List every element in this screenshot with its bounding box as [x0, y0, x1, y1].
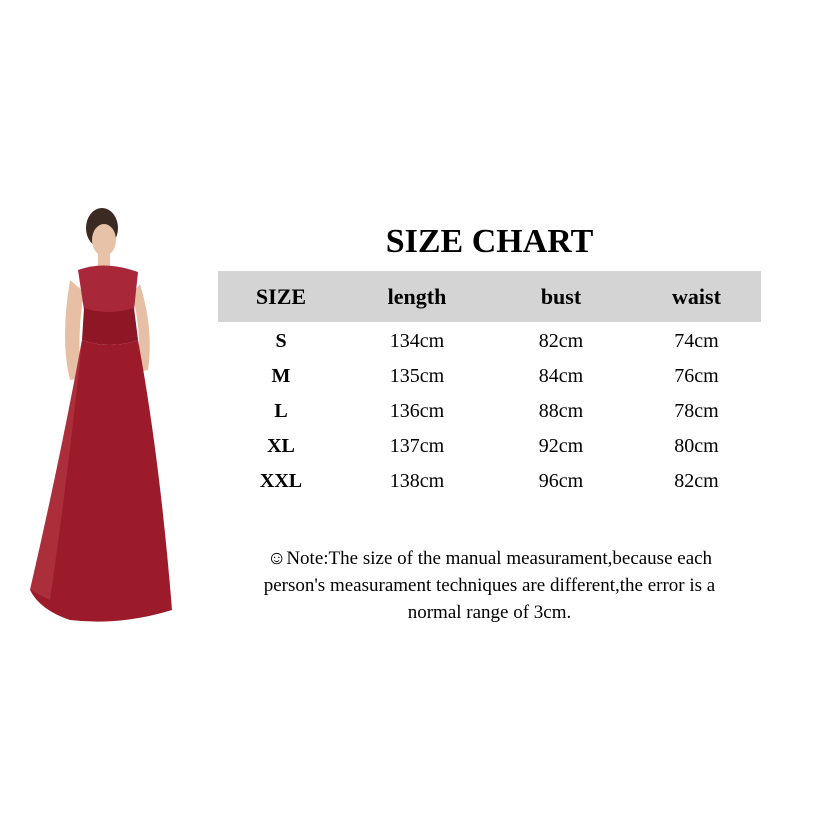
cell-waist: 76cm — [674, 365, 719, 387]
table-row: XL 137cm 92cm 80cm — [218, 429, 761, 464]
note-line: normal range of 3cm. — [407, 602, 572, 623]
cell-waist: 80cm — [674, 435, 719, 457]
cell-length: 138cm — [389, 470, 445, 492]
cell-bust: 82cm — [538, 330, 584, 352]
header-length: length — [387, 283, 447, 309]
cell-size: S — [275, 330, 287, 352]
header-waist: waist — [672, 283, 721, 309]
table-row: S 134cm 82cm 74cm — [218, 324, 761, 359]
cell-size: XXL — [259, 470, 303, 492]
cell-bust: 88cm — [538, 400, 584, 422]
cell-length: 136cm — [389, 400, 445, 422]
measurement-note: ☺Note:The size of the manual measurament… — [218, 545, 761, 626]
size-table: SIZE length bust waist S 134cm 82cm 74cm M 13… — [218, 271, 761, 499]
table-row: L 136cm 88cm 78cm — [218, 394, 761, 429]
cell-size: XL — [267, 435, 295, 457]
table-header-row: SIZE length bust waist — [218, 271, 761, 322]
cell-length: 135cm — [389, 365, 445, 387]
note-line: person's measurament techniques are diff… — [263, 575, 716, 596]
header-size: SIZE — [255, 283, 307, 309]
cell-size: L — [274, 400, 288, 422]
note-line: ☺Note:The size of the manual measurament… — [266, 548, 713, 569]
cell-bust: 84cm — [538, 365, 584, 387]
table-row: M 135cm 84cm 76cm — [218, 359, 761, 394]
cell-size: M — [271, 365, 291, 387]
cell-length: 137cm — [389, 435, 445, 457]
table-row: XXL 138cm 96cm 82cm — [218, 464, 761, 499]
model-in-red-dress-photo — [30, 208, 172, 622]
cell-bust: 96cm — [538, 470, 584, 492]
header-bust: bust — [540, 283, 582, 309]
size-chart-title: SIZE CHART — [385, 223, 594, 260]
cell-bust: 92cm — [538, 435, 584, 457]
cell-waist: 82cm — [674, 470, 719, 492]
cell-waist: 78cm — [674, 400, 719, 422]
cell-waist: 74cm — [674, 330, 719, 352]
cell-length: 134cm — [389, 330, 445, 352]
